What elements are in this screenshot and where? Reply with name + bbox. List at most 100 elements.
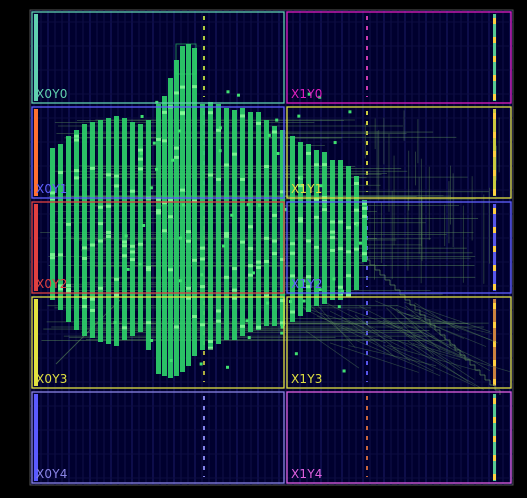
placed-cell bbox=[186, 239, 191, 243]
io-pad bbox=[493, 265, 496, 271]
placed-cell bbox=[90, 308, 95, 312]
routing-net bbox=[389, 306, 451, 349]
placed-cell bbox=[180, 111, 185, 115]
placed-cell-column bbox=[90, 122, 95, 338]
io-strip-left bbox=[34, 109, 38, 196]
placed-cell bbox=[174, 155, 179, 159]
placed-cell bbox=[106, 204, 111, 208]
region-label-x0y0[interactable]: X0Y0 bbox=[36, 87, 68, 101]
placed-cell bbox=[240, 324, 245, 328]
placed-cell bbox=[162, 139, 167, 143]
clock-region-box bbox=[31, 391, 285, 484]
placed-cell bbox=[155, 100, 159, 104]
placed-cell bbox=[284, 207, 288, 211]
placed-cell bbox=[66, 222, 71, 226]
routing-net bbox=[71, 343, 77, 349]
placed-cell bbox=[142, 223, 146, 227]
placed-cell bbox=[174, 325, 179, 329]
placed-cell bbox=[180, 85, 185, 89]
routing-net bbox=[314, 302, 356, 348]
io-pad bbox=[493, 75, 496, 81]
placed-cell bbox=[358, 241, 362, 245]
placed-cell bbox=[106, 234, 111, 238]
clock-region-box bbox=[286, 391, 512, 484]
placed-cell bbox=[186, 230, 191, 234]
placed-cell bbox=[362, 206, 367, 210]
routing-net bbox=[412, 343, 511, 373]
placed-cell bbox=[156, 197, 161, 201]
placed-cell bbox=[171, 158, 175, 162]
placed-cell bbox=[180, 188, 185, 192]
routing-net bbox=[316, 315, 386, 344]
placed-cell bbox=[74, 138, 79, 142]
placed-cell bbox=[218, 149, 222, 153]
io-pad bbox=[493, 37, 496, 43]
io-pad bbox=[493, 379, 496, 385]
placed-cell bbox=[300, 175, 304, 179]
placed-cell-column bbox=[322, 152, 327, 304]
placed-cell bbox=[232, 267, 237, 271]
placed-cell-column bbox=[50, 148, 55, 300]
region-label-x0y1[interactable]: X0Y1 bbox=[36, 182, 68, 196]
placed-cell bbox=[276, 152, 280, 156]
placed-cell bbox=[200, 285, 205, 289]
placed-cell bbox=[322, 163, 327, 167]
placed-cell bbox=[290, 251, 295, 255]
placed-cell bbox=[140, 114, 144, 118]
io-pad bbox=[493, 322, 496, 328]
placed-cell bbox=[306, 275, 311, 279]
placed-cell bbox=[224, 163, 229, 167]
routing-net bbox=[396, 304, 492, 341]
placed-cell bbox=[50, 197, 55, 201]
placed-cell bbox=[330, 248, 335, 252]
placed-cell bbox=[82, 304, 87, 308]
placed-cell bbox=[338, 220, 343, 224]
region-label-x0y4[interactable]: X0Y4 bbox=[36, 467, 68, 481]
placed-cell bbox=[200, 246, 205, 250]
placed-cell bbox=[168, 215, 173, 219]
placed-cell-column bbox=[338, 160, 343, 300]
region-label-x1y0[interactable]: X1Y0 bbox=[291, 87, 323, 101]
routing-net bbox=[398, 320, 491, 366]
placed-cell bbox=[122, 240, 127, 244]
placed-cell bbox=[248, 247, 253, 251]
io-pad bbox=[493, 436, 496, 442]
region-label-x1y2[interactable]: X1Y2 bbox=[291, 277, 323, 291]
placed-cell bbox=[162, 229, 167, 233]
placed-cell bbox=[338, 247, 343, 251]
placed-cell bbox=[314, 163, 319, 167]
placed-cell-column bbox=[272, 126, 277, 326]
routing-net bbox=[386, 307, 435, 357]
placed-cell bbox=[226, 90, 230, 94]
placed-cell bbox=[114, 293, 119, 297]
placed-cell bbox=[218, 126, 222, 130]
placed-cell bbox=[256, 121, 261, 125]
routing-net bbox=[303, 308, 390, 352]
placed-cell bbox=[362, 252, 367, 256]
placed-cell bbox=[155, 167, 159, 171]
placed-cell bbox=[246, 203, 250, 207]
io-pad bbox=[493, 227, 496, 233]
placed-cell bbox=[330, 236, 335, 240]
placed-cell bbox=[346, 293, 351, 297]
placed-cell bbox=[267, 133, 271, 137]
routing-net bbox=[377, 321, 451, 354]
region-label-x1y1[interactable]: X1Y1 bbox=[291, 182, 323, 196]
clock-region-box bbox=[31, 201, 285, 294]
placed-cell bbox=[355, 223, 359, 227]
io-pad bbox=[493, 151, 496, 157]
placed-cell-column bbox=[240, 108, 245, 336]
region-label-x0y2[interactable]: X0Y2 bbox=[36, 277, 68, 291]
placed-cell bbox=[90, 166, 95, 170]
io-strip-left bbox=[34, 14, 38, 101]
placed-cell bbox=[114, 174, 119, 178]
io-strip-left bbox=[34, 394, 38, 481]
region-label-x1y4[interactable]: X1Y4 bbox=[291, 467, 323, 481]
region-label-x0y3[interactable]: X0Y3 bbox=[36, 372, 68, 386]
io-pad bbox=[493, 189, 496, 195]
placed-cell bbox=[192, 85, 197, 89]
routing-net bbox=[414, 302, 460, 331]
placed-cell bbox=[208, 339, 213, 343]
region-label-x1y3[interactable]: X1Y3 bbox=[291, 372, 323, 386]
